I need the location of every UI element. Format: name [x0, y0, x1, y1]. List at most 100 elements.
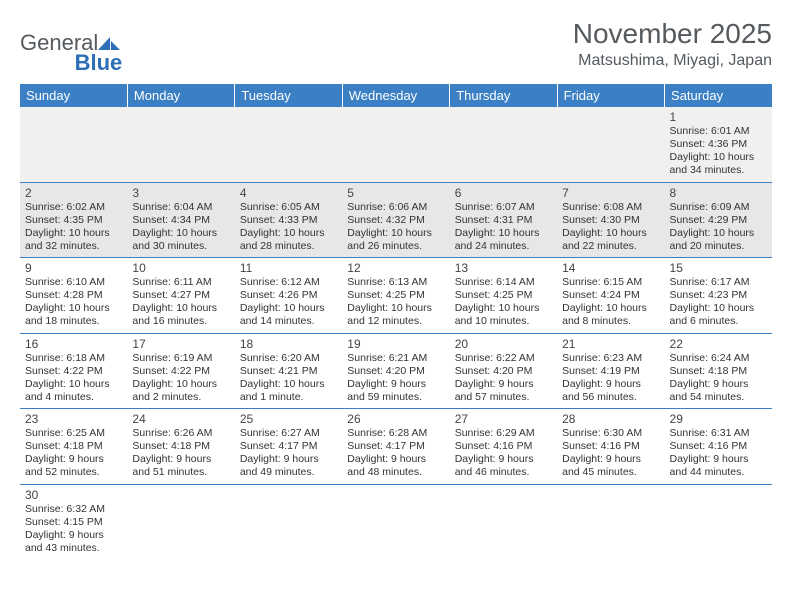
sunrise-text: Sunrise: 6:15 AM: [562, 276, 659, 289]
sunrise-text: Sunrise: 6:22 AM: [455, 352, 552, 365]
day-number: 5: [347, 186, 444, 200]
month-title: November 2025: [573, 18, 772, 50]
day-number: 12: [347, 261, 444, 275]
calendar-head: SundayMondayTuesdayWednesdayThursdayFrid…: [20, 84, 772, 107]
day-info: Sunrise: 6:04 AMSunset: 4:34 PMDaylight:…: [132, 201, 229, 254]
day-number: 26: [347, 412, 444, 426]
day-cell: 16Sunrise: 6:18 AMSunset: 4:22 PMDayligh…: [20, 333, 127, 409]
day-info: Sunrise: 6:02 AMSunset: 4:35 PMDaylight:…: [25, 201, 122, 254]
sunset-text: Sunset: 4:26 PM: [240, 289, 337, 302]
sunrise-text: Sunrise: 6:13 AM: [347, 276, 444, 289]
sunrise-text: Sunrise: 6:25 AM: [25, 427, 122, 440]
daylight-text: Daylight: 9 hours and 44 minutes.: [670, 453, 767, 479]
day-number: 4: [240, 186, 337, 200]
day-info: Sunrise: 6:27 AMSunset: 4:17 PMDaylight:…: [240, 427, 337, 480]
sunset-text: Sunset: 4:31 PM: [455, 214, 552, 227]
day-number: 16: [25, 337, 122, 351]
day-header: Wednesday: [342, 84, 449, 107]
day-number: 8: [670, 186, 767, 200]
day-number: 11: [240, 261, 337, 275]
calendar-row: 1Sunrise: 6:01 AMSunset: 4:36 PMDaylight…: [20, 107, 772, 182]
day-number: 29: [670, 412, 767, 426]
day-info: Sunrise: 6:28 AMSunset: 4:17 PMDaylight:…: [347, 427, 444, 480]
daylight-text: Daylight: 9 hours and 59 minutes.: [347, 378, 444, 404]
day-cell: 17Sunrise: 6:19 AMSunset: 4:22 PMDayligh…: [127, 333, 234, 409]
day-cell: 20Sunrise: 6:22 AMSunset: 4:20 PMDayligh…: [450, 333, 557, 409]
day-cell: 25Sunrise: 6:27 AMSunset: 4:17 PMDayligh…: [235, 409, 342, 485]
day-info: Sunrise: 6:22 AMSunset: 4:20 PMDaylight:…: [455, 352, 552, 405]
day-info: Sunrise: 6:14 AMSunset: 4:25 PMDaylight:…: [455, 276, 552, 329]
sunset-text: Sunset: 4:36 PM: [670, 138, 767, 151]
sunrise-text: Sunrise: 6:32 AM: [25, 503, 122, 516]
daylight-text: Daylight: 9 hours and 52 minutes.: [25, 453, 122, 479]
day-cell: 8Sunrise: 6:09 AMSunset: 4:29 PMDaylight…: [665, 182, 772, 258]
sunrise-text: Sunrise: 6:10 AM: [25, 276, 122, 289]
sunrise-text: Sunrise: 6:19 AM: [132, 352, 229, 365]
day-info: Sunrise: 6:24 AMSunset: 4:18 PMDaylight:…: [670, 352, 767, 405]
daylight-text: Daylight: 10 hours and 26 minutes.: [347, 227, 444, 253]
sunset-text: Sunset: 4:35 PM: [25, 214, 122, 227]
day-number: 14: [562, 261, 659, 275]
sunset-text: Sunset: 4:20 PM: [455, 365, 552, 378]
sunset-text: Sunset: 4:17 PM: [347, 440, 444, 453]
day-cell: 3Sunrise: 6:04 AMSunset: 4:34 PMDaylight…: [127, 182, 234, 258]
day-cell: 24Sunrise: 6:26 AMSunset: 4:18 PMDayligh…: [127, 409, 234, 485]
daylight-text: Daylight: 9 hours and 56 minutes.: [562, 378, 659, 404]
sunrise-text: Sunrise: 6:01 AM: [670, 125, 767, 138]
empty-cell: [557, 107, 664, 182]
day-info: Sunrise: 6:12 AMSunset: 4:26 PMDaylight:…: [240, 276, 337, 329]
sunset-text: Sunset: 4:18 PM: [25, 440, 122, 453]
day-cell: 29Sunrise: 6:31 AMSunset: 4:16 PMDayligh…: [665, 409, 772, 485]
day-info: Sunrise: 6:07 AMSunset: 4:31 PMDaylight:…: [455, 201, 552, 254]
sunset-text: Sunset: 4:19 PM: [562, 365, 659, 378]
sunrise-text: Sunrise: 6:08 AM: [562, 201, 659, 214]
sunset-text: Sunset: 4:21 PM: [240, 365, 337, 378]
daylight-text: Daylight: 9 hours and 45 minutes.: [562, 453, 659, 479]
daylight-text: Daylight: 10 hours and 1 minute.: [240, 378, 337, 404]
sunrise-text: Sunrise: 6:02 AM: [25, 201, 122, 214]
day-number: 23: [25, 412, 122, 426]
day-number: 9: [25, 261, 122, 275]
daylight-text: Daylight: 10 hours and 4 minutes.: [25, 378, 122, 404]
day-cell: 22Sunrise: 6:24 AMSunset: 4:18 PMDayligh…: [665, 333, 772, 409]
day-cell: 18Sunrise: 6:20 AMSunset: 4:21 PMDayligh…: [235, 333, 342, 409]
sunset-text: Sunset: 4:18 PM: [132, 440, 229, 453]
sunrise-text: Sunrise: 6:29 AM: [455, 427, 552, 440]
day-number: 19: [347, 337, 444, 351]
calendar-page: GeneralBlue November 2025 Matsushima, Mi…: [0, 0, 792, 559]
day-info: Sunrise: 6:17 AMSunset: 4:23 PMDaylight:…: [670, 276, 767, 329]
daylight-text: Daylight: 10 hours and 30 minutes.: [132, 227, 229, 253]
day-cell: 15Sunrise: 6:17 AMSunset: 4:23 PMDayligh…: [665, 258, 772, 334]
title-block: November 2025 Matsushima, Miyagi, Japan: [573, 18, 772, 70]
day-info: Sunrise: 6:21 AMSunset: 4:20 PMDaylight:…: [347, 352, 444, 405]
day-number: 20: [455, 337, 552, 351]
day-info: Sunrise: 6:29 AMSunset: 4:16 PMDaylight:…: [455, 427, 552, 480]
day-cell: 5Sunrise: 6:06 AMSunset: 4:32 PMDaylight…: [342, 182, 449, 258]
day-number: 25: [240, 412, 337, 426]
empty-cell: [342, 484, 449, 559]
sunset-text: Sunset: 4:30 PM: [562, 214, 659, 227]
day-info: Sunrise: 6:18 AMSunset: 4:22 PMDaylight:…: [25, 352, 122, 405]
logo: GeneralBlue: [20, 18, 122, 76]
day-info: Sunrise: 6:23 AMSunset: 4:19 PMDaylight:…: [562, 352, 659, 405]
day-number: 30: [25, 488, 122, 502]
day-number: 7: [562, 186, 659, 200]
day-header: Saturday: [665, 84, 772, 107]
sunrise-text: Sunrise: 6:23 AM: [562, 352, 659, 365]
day-info: Sunrise: 6:31 AMSunset: 4:16 PMDaylight:…: [670, 427, 767, 480]
day-number: 6: [455, 186, 552, 200]
day-header: Friday: [557, 84, 664, 107]
daylight-text: Daylight: 10 hours and 14 minutes.: [240, 302, 337, 328]
calendar-body: 1Sunrise: 6:01 AMSunset: 4:36 PMDaylight…: [20, 107, 772, 559]
sunrise-text: Sunrise: 6:04 AM: [132, 201, 229, 214]
sunset-text: Sunset: 4:25 PM: [455, 289, 552, 302]
day-number: 2: [25, 186, 122, 200]
logo-text-2: Blue: [75, 50, 123, 75]
daylight-text: Daylight: 10 hours and 18 minutes.: [25, 302, 122, 328]
daylight-text: Daylight: 10 hours and 24 minutes.: [455, 227, 552, 253]
sunset-text: Sunset: 4:28 PM: [25, 289, 122, 302]
calendar-row: 2Sunrise: 6:02 AMSunset: 4:35 PMDaylight…: [20, 182, 772, 258]
sunset-text: Sunset: 4:22 PM: [132, 365, 229, 378]
sunrise-text: Sunrise: 6:12 AM: [240, 276, 337, 289]
sunset-text: Sunset: 4:22 PM: [25, 365, 122, 378]
